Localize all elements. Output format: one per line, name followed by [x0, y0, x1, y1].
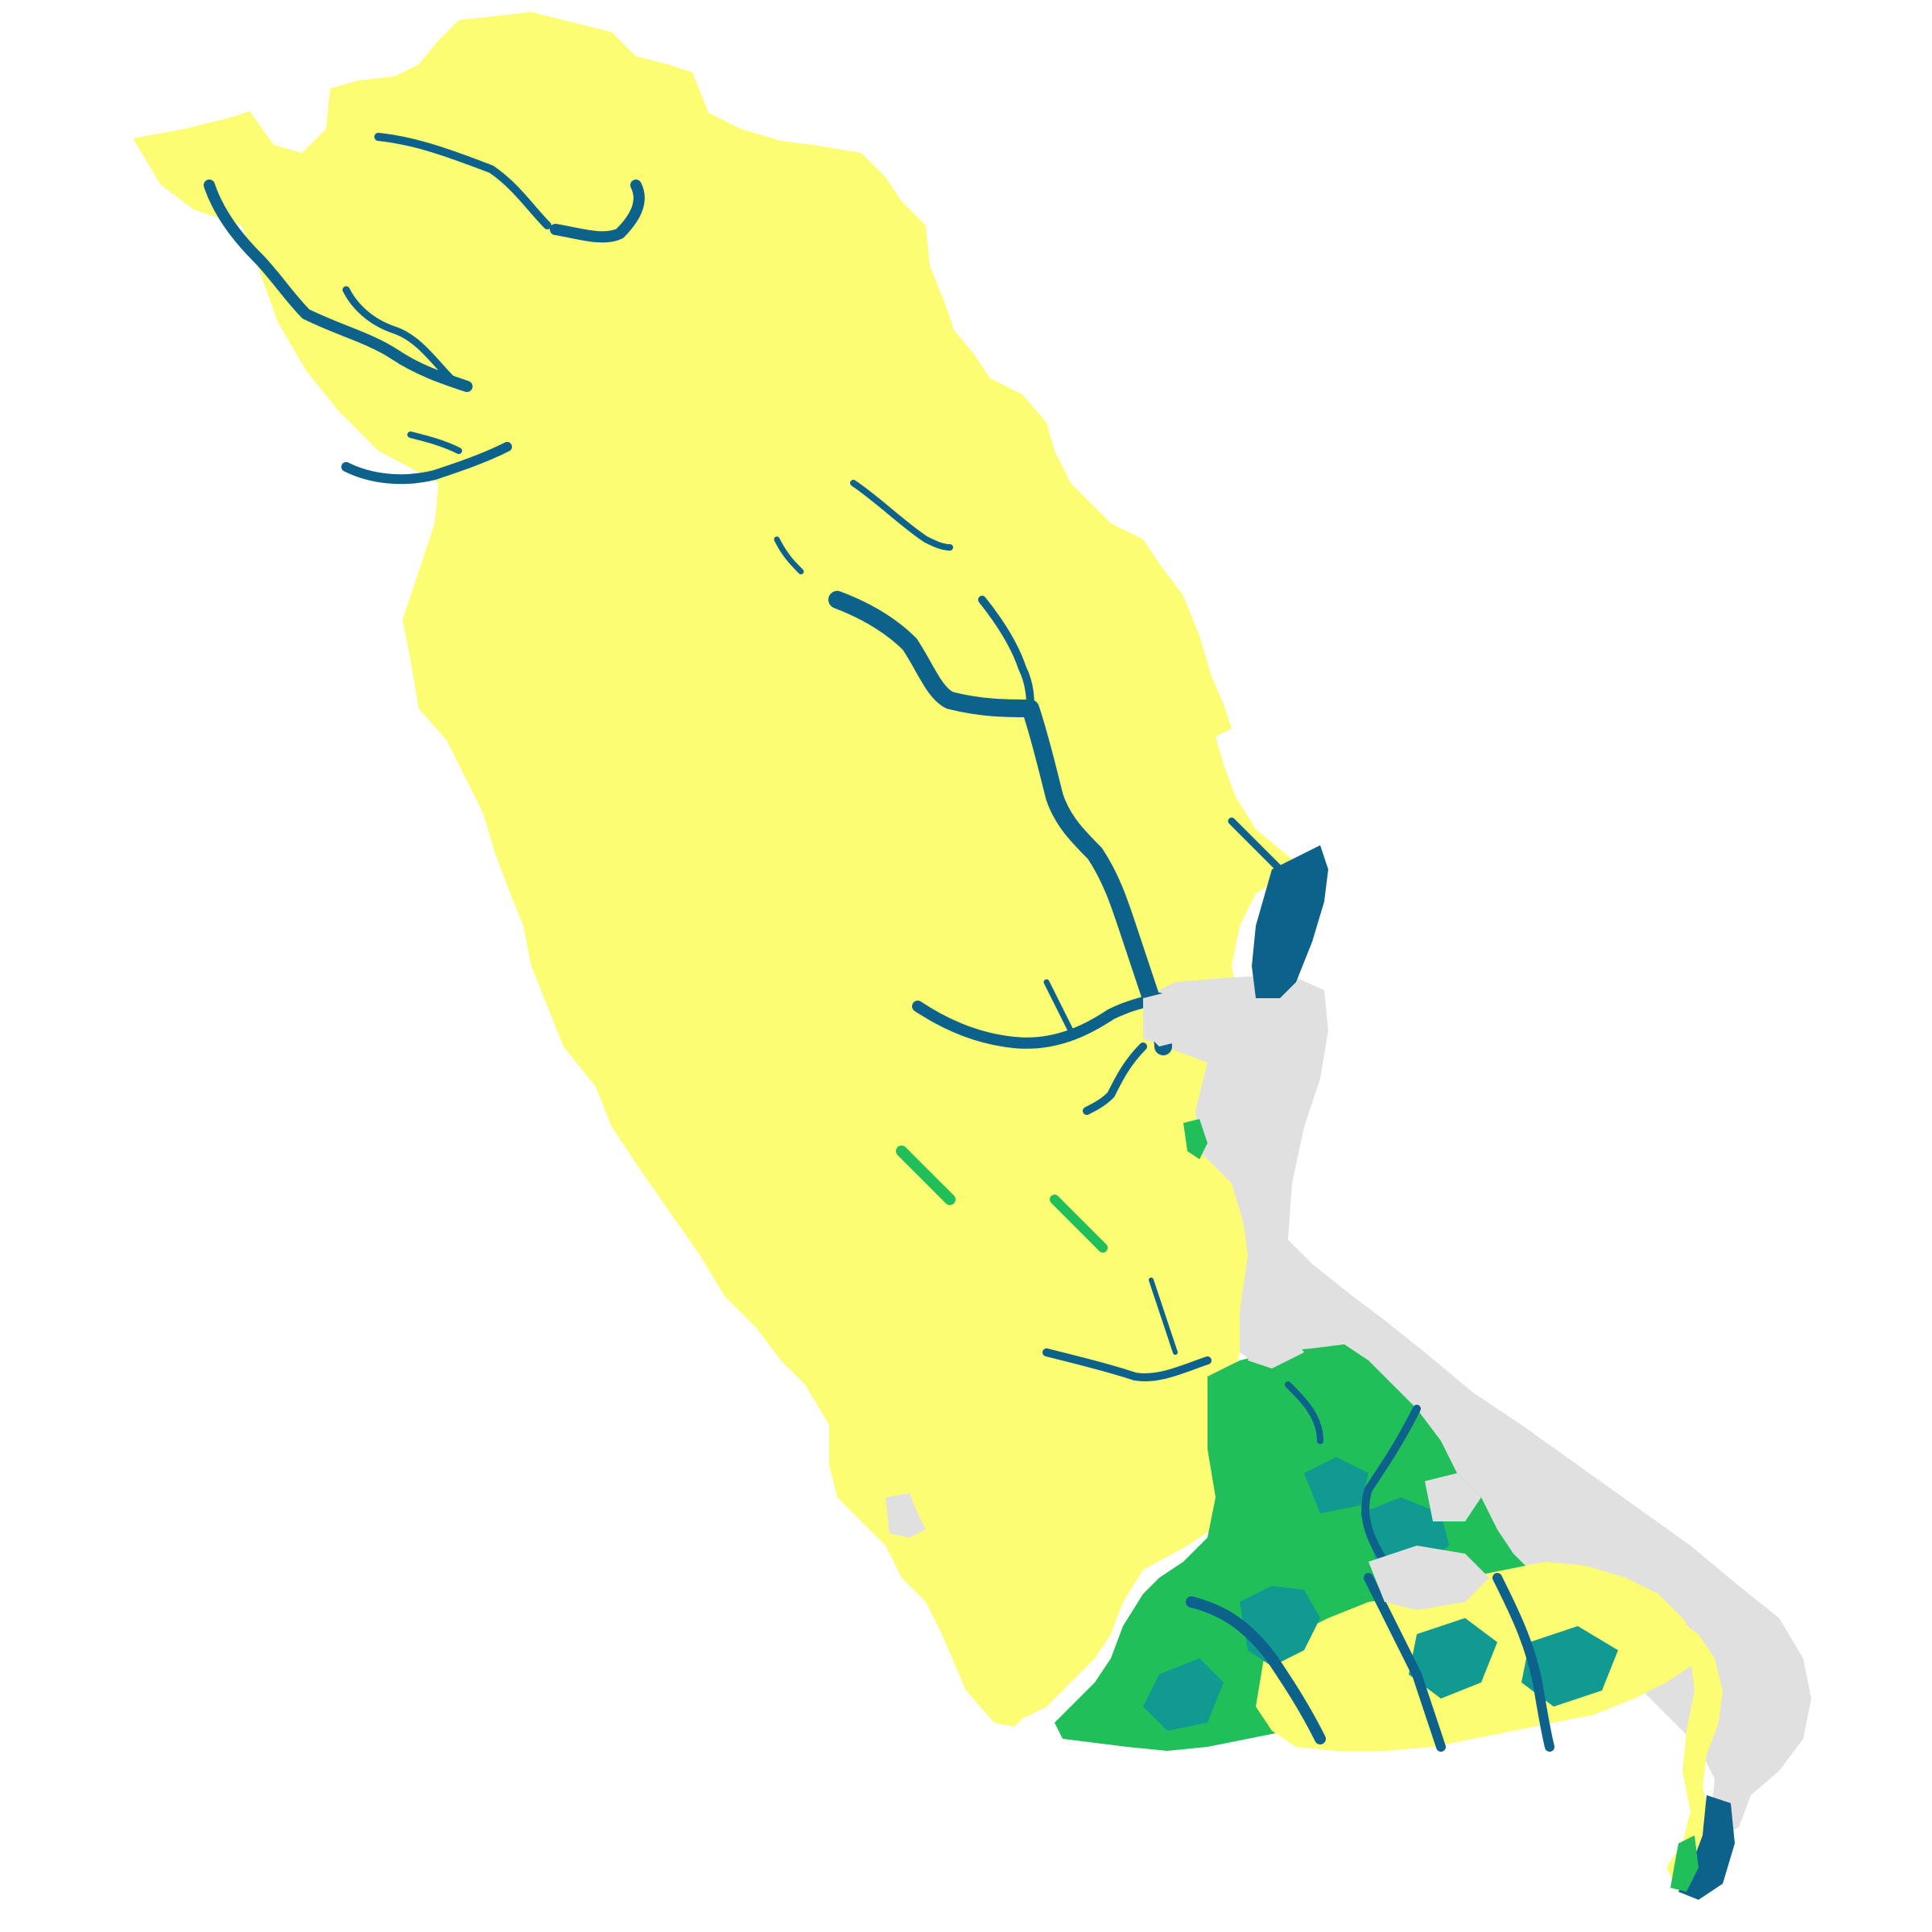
marsh-channel-3 — [1492, 1573, 1554, 1752]
main-river — [828, 591, 1172, 1055]
teal-patch-3 — [1409, 1618, 1497, 1699]
gray-spot-southwest — [886, 1493, 926, 1538]
main-river-upper-branch — [978, 596, 1034, 712]
marsh-strip-2 — [1050, 1195, 1108, 1253]
river-central-short — [850, 480, 953, 551]
marsh-channel-5 — [1285, 1381, 1323, 1444]
teal-patch-4 — [1521, 1626, 1618, 1707]
river-south-tributary-branch — [1149, 1278, 1178, 1355]
marsh-channel-2 — [1364, 1573, 1446, 1752]
gray-spot-central-bay — [1143, 990, 1208, 1046]
river-northwest-2 — [374, 133, 551, 229]
marsh-channel-1 — [1186, 1596, 1326, 1744]
teal-patch-6 — [1304, 1457, 1368, 1513]
upland-region — [133, 12, 1300, 1727]
main-river-lower-outlet — [1083, 1042, 1147, 1115]
marsh-strip-3 — [1183, 1119, 1208, 1159]
river-northwest-1 — [204, 180, 473, 392]
inlet-gray-1 — [1368, 1546, 1489, 1610]
river-northwest-3 — [341, 442, 512, 485]
main-river-southwest-tributary — [1043, 979, 1074, 1034]
northeast-bay — [1252, 845, 1328, 998]
river-northwest-3-branch — [407, 431, 462, 454]
spit-marsh — [1670, 1835, 1699, 1892]
inlet-gray-2 — [1425, 1473, 1481, 1521]
river-south-tributary — [1042, 1348, 1212, 1381]
river-central-tiny — [774, 536, 804, 575]
marsh-strip-1 — [896, 1146, 956, 1205]
inlet-gray-3 — [1248, 1328, 1304, 1368]
river-northeast-inflow — [1228, 817, 1284, 873]
river-north-bay — [550, 180, 645, 243]
river-northwest-1-branch — [342, 286, 455, 382]
main-river-southwest-branch — [912, 993, 1165, 1049]
teal-patch-5 — [1143, 1658, 1224, 1731]
marsh-channel-4 — [1361, 1405, 1421, 1566]
